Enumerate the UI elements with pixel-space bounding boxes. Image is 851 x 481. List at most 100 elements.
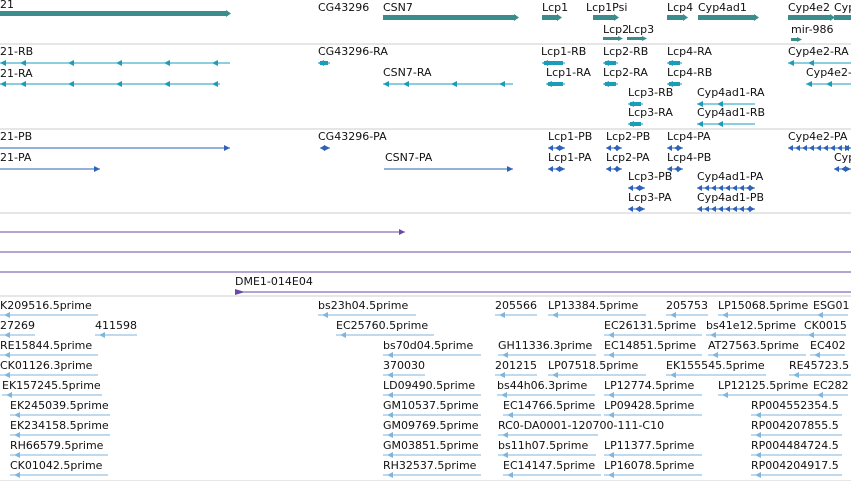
proteins-label[interactable]: Lcp3-PB bbox=[628, 170, 672, 183]
ests-label[interactable]: RP004204917.5 bbox=[751, 459, 839, 472]
ests-label[interactable]: GM10537.5prime bbox=[383, 399, 479, 412]
rnas-label[interactable]: CG43296-RA bbox=[318, 45, 388, 58]
ests-label[interactable]: LP13384.5prime bbox=[548, 299, 639, 312]
ests-label[interactable]: LD09490.5prime bbox=[383, 379, 475, 392]
ests-label[interactable]: LP12774.5prime bbox=[604, 379, 695, 392]
proteins-label[interactable]: CG43296-PA bbox=[318, 130, 387, 143]
rnas-label[interactable]: Lcp4-RA bbox=[667, 45, 712, 58]
genes-label[interactable]: Cyp4e2 bbox=[788, 1, 830, 14]
ests-label[interactable]: RP004207855.5 bbox=[751, 419, 839, 432]
ests-label[interactable]: LP16078.5prime bbox=[604, 459, 695, 472]
ests-label[interactable]: 411598 bbox=[95, 319, 137, 332]
gene-feature[interactable] bbox=[0, 11, 226, 16]
genes-label[interactable]: Lcp4 bbox=[667, 1, 693, 14]
proteins-label[interactable]: Lcp2-PB bbox=[606, 130, 650, 143]
proteins-label[interactable]: CSN7-PA bbox=[385, 151, 433, 164]
ests-label[interactable]: bs11h07.5prime bbox=[498, 439, 588, 452]
ests-label[interactable]: RH66579.5prime bbox=[10, 439, 104, 452]
ests-label[interactable]: ESG01 bbox=[813, 299, 849, 312]
genes-label[interactable]: 21 bbox=[0, 0, 14, 11]
ests-label[interactable]: CK01042.5prime bbox=[10, 459, 103, 472]
proteins-label[interactable]: Lcp1-PA bbox=[548, 151, 592, 164]
proteins-label[interactable]: 21-PA bbox=[0, 151, 32, 164]
gene-feature[interactable] bbox=[834, 15, 851, 20]
genes-label[interactable]: Cyp4ad1 bbox=[698, 1, 747, 14]
ests-label[interactable]: EK245039.5prime bbox=[10, 399, 109, 412]
ests-label[interactable]: AT27563.5prime bbox=[708, 339, 799, 352]
rnas-label[interactable]: Lcp2-RB bbox=[603, 45, 648, 58]
genes-label[interactable]: Lcp3 bbox=[628, 23, 654, 36]
gene-feature[interactable] bbox=[791, 38, 797, 41]
genes-label[interactable]: Lcp1Psi bbox=[586, 1, 627, 14]
rnas-label[interactable]: Cyp4ad1-RA bbox=[697, 86, 765, 99]
proteins-label[interactable]: Cyp4ad1-PB bbox=[697, 191, 764, 204]
ests-label[interactable]: bs70d04.5prime bbox=[383, 339, 473, 352]
rnas-label[interactable]: Cyp4e2-RB bbox=[806, 66, 851, 79]
rnas-label[interactable]: CSN7-RA bbox=[383, 66, 432, 79]
ests-label[interactable]: RE45723.5 bbox=[789, 359, 849, 372]
genes-label[interactable]: Cyp bbox=[834, 1, 851, 14]
gene-feature[interactable] bbox=[627, 37, 642, 40]
ests-label[interactable]: RP004552354.5 bbox=[751, 399, 839, 412]
ests-label[interactable]: 201215 bbox=[495, 359, 537, 372]
rnas-label[interactable]: Cyp4ad1-RB bbox=[697, 106, 765, 119]
ests-label[interactable]: EK234158.5prime bbox=[10, 419, 109, 432]
genes-label[interactable]: CSN7 bbox=[383, 1, 413, 14]
ests-label[interactable]: LP15068.5prime bbox=[718, 299, 809, 312]
proteins-label[interactable]: 21-PB bbox=[0, 130, 32, 143]
ests-label[interactable]: LP09428.5prime bbox=[604, 399, 695, 412]
ests-label[interactable]: EC282 bbox=[813, 379, 849, 392]
ests-label[interactable]: RH32537.5prime bbox=[383, 459, 477, 472]
rnas-label[interactable]: Lcp3-RB bbox=[628, 86, 673, 99]
ests-label[interactable]: RE15844.5prime bbox=[0, 339, 92, 352]
rnas-label[interactable]: Lcp4-RB bbox=[667, 66, 712, 79]
ests-label[interactable]: bs23h04.5prime bbox=[318, 299, 408, 312]
rnas-label[interactable]: Lcp3-RA bbox=[628, 106, 673, 119]
ests-label[interactable]: EK155545.5prime bbox=[666, 359, 765, 372]
proteins-label[interactable]: Cyp4e2-PA bbox=[788, 130, 848, 143]
ests-label[interactable]: EC26131.5prime bbox=[604, 319, 696, 332]
ests-label[interactable]: 27269 bbox=[0, 319, 35, 332]
gene-feature[interactable] bbox=[667, 15, 683, 20]
ests-label[interactable]: K209516.5prime bbox=[0, 299, 92, 312]
ests-label[interactable]: RP004484724.5 bbox=[751, 439, 839, 452]
ests-label[interactable]: GH11336.3prime bbox=[498, 339, 593, 352]
ests-label[interactable]: LP12125.5prime bbox=[718, 379, 809, 392]
ests-label[interactable]: EC25760.5prime bbox=[336, 319, 428, 332]
ests-label[interactable]: CK0015 bbox=[804, 319, 847, 332]
rnas-label[interactable]: Cyp4e2-RA bbox=[788, 45, 849, 58]
ests-label[interactable]: bs44h06.3prime bbox=[497, 379, 587, 392]
proteins-label[interactable]: Lcp1-PB bbox=[548, 130, 592, 143]
ests-label[interactable]: EC14851.5prime bbox=[604, 339, 696, 352]
ests-label[interactable]: EK157245.5prime bbox=[2, 379, 101, 392]
ests-label[interactable]: EC14147.5prime bbox=[503, 459, 595, 472]
ests-label[interactable]: GM09769.5prime bbox=[383, 419, 479, 432]
gene-feature[interactable] bbox=[698, 15, 754, 20]
gene-feature[interactable] bbox=[788, 15, 830, 20]
rnas-label[interactable]: 21-RB bbox=[0, 45, 33, 58]
proteins-label[interactable]: Lcp3-PA bbox=[628, 191, 672, 204]
genes-label[interactable]: Lcp2 bbox=[603, 23, 629, 36]
ests-label[interactable]: EC14766.5prime bbox=[503, 399, 595, 412]
ests-label[interactable]: 370030 bbox=[383, 359, 425, 372]
ests-label[interactable]: LP11377.5prime bbox=[604, 439, 695, 452]
gene-feature[interactable] bbox=[603, 37, 618, 40]
proteins-label[interactable]: Cyp4ad1-PA bbox=[697, 170, 764, 183]
ests-label[interactable]: 205753 bbox=[666, 299, 708, 312]
gene-feature[interactable] bbox=[542, 15, 557, 20]
ests-label[interactable]: GM03851.5prime bbox=[383, 439, 479, 452]
genes-label[interactable]: CG43296 bbox=[318, 1, 369, 14]
ests-label[interactable]: CK01126.3prime bbox=[0, 359, 93, 372]
genes-label[interactable]: Lcp1 bbox=[542, 1, 568, 14]
rnas-label[interactable]: 21-RA bbox=[0, 67, 33, 80]
gene-feature[interactable] bbox=[383, 15, 514, 20]
clones-label[interactable]: DME1-014E04 bbox=[235, 275, 313, 288]
ests-label[interactable]: EC402 bbox=[810, 339, 846, 352]
rnas-label[interactable]: Lcp1-RA bbox=[546, 66, 591, 79]
ests-label[interactable]: bs41e12.5prime bbox=[706, 319, 796, 332]
ests-label[interactable]: RC0-DA0001-120700-111-C10 bbox=[498, 419, 664, 432]
genes-label[interactable]: mir-986 bbox=[791, 23, 834, 36]
proteins-label[interactable]: Lcp2-PA bbox=[606, 151, 650, 164]
